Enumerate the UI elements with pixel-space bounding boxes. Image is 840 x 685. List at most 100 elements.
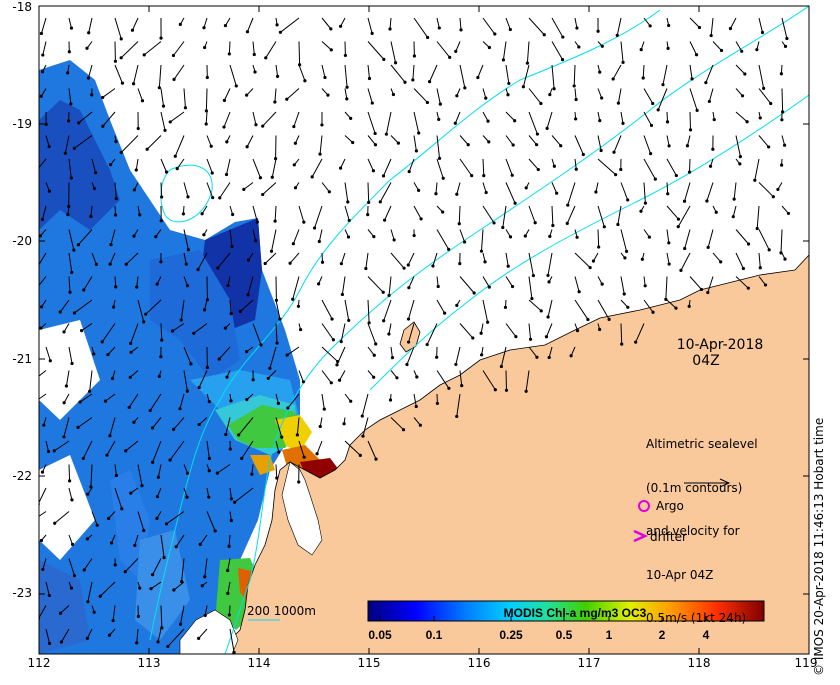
velocity-arrow-head (70, 176, 73, 179)
velocity-arrow-head (768, 248, 771, 251)
velocity-arrow-head (29, 381, 32, 384)
velocity-arrow (681, 253, 690, 270)
velocity-arrow-head (372, 376, 375, 379)
velocity-arrow (690, 18, 699, 28)
velocity-arrow-head (93, 187, 96, 190)
velocity-arrow-head (175, 545, 178, 548)
velocity-arrow-head (426, 343, 429, 346)
velocity-arrow-head (114, 140, 117, 143)
velocity-arrow (322, 347, 338, 362)
velocity-arrow (413, 65, 414, 80)
velocity-arrow-head (230, 497, 233, 500)
velocity-arrow-head (259, 343, 262, 346)
velocity-arrow-head (233, 501, 236, 504)
velocity-arrow (391, 347, 392, 358)
velocity-arrow-head (340, 340, 343, 343)
velocity-arrow (368, 324, 376, 344)
velocity-arrow (736, 65, 745, 74)
velocity-arrow-head (780, 72, 783, 75)
velocity-arrow (272, 230, 276, 252)
velocity-arrow-head (70, 26, 73, 29)
velocity-arrow-head (529, 338, 532, 341)
velocity-arrow-head (437, 118, 440, 121)
velocity-arrow-head (597, 245, 600, 248)
velocity-arrow (759, 253, 760, 268)
velocity-arrow-head (156, 495, 159, 498)
velocity-arrow-head (162, 105, 165, 108)
velocity-arrow (575, 277, 579, 292)
velocity-arrow (280, 18, 299, 32)
velocity-arrow-head (45, 123, 48, 126)
velocity-arrow-head (506, 93, 509, 96)
velocity-arrow-head (96, 524, 99, 527)
velocity-arrow-head (317, 282, 320, 285)
velocity-arrow-head (184, 106, 187, 109)
velocity-arrow (598, 300, 609, 319)
velocity-arrow-head (388, 27, 391, 30)
velocity-arrow-head (165, 522, 168, 525)
velocity-arrow-head (651, 311, 654, 314)
velocity-arrow (503, 42, 506, 60)
velocity-arrow (483, 18, 495, 34)
velocity-arrow-head (264, 262, 267, 265)
velocity-arrow-head (273, 100, 276, 103)
velocity-arrow-head (651, 102, 654, 105)
velocity-arrow (390, 18, 391, 29)
velocity-arrow-head (349, 400, 352, 403)
velocity-arrow (263, 112, 276, 126)
velocity-arrow (548, 300, 552, 317)
velocity-arrow-head (668, 262, 671, 265)
velocity-arrow-head (661, 83, 664, 86)
velocity-arrow-head (733, 198, 736, 201)
velocity-arrow-head (447, 248, 450, 251)
velocity-arrow (457, 183, 460, 195)
velocity-arrow-head (149, 409, 152, 412)
velocity-arrow-head (603, 225, 606, 228)
velocity-arrow-head (303, 79, 306, 82)
velocity-arrow-head (68, 479, 71, 482)
velocity-arrow (437, 42, 450, 58)
velocity-arrow-head (537, 168, 540, 171)
velocity-arrow (69, 465, 70, 481)
velocity-arrow-head (292, 242, 295, 245)
velocity-arrow-head (42, 423, 45, 426)
velocity-arrow-head (626, 198, 629, 201)
velocity-arrow (174, 65, 184, 79)
velocity-arrow (293, 230, 299, 244)
velocity-arrow-head (415, 375, 418, 378)
velocity-arrow (506, 183, 515, 204)
velocity-arrow-head (186, 472, 189, 475)
velocity-arrow-head (745, 120, 748, 123)
velocity-arrow-head (224, 327, 227, 330)
velocity-arrow-head (211, 171, 214, 174)
velocity-arrow-head (246, 145, 249, 148)
velocity-arrow-head (226, 569, 229, 572)
velocity-arrow-head (364, 267, 367, 270)
velocity-arrow-head (203, 308, 206, 311)
velocity-arrow-head (264, 56, 267, 59)
velocity-arrow-head (686, 144, 689, 147)
velocity-arrow-head (129, 351, 132, 354)
velocity-arrow-head (216, 266, 219, 269)
velocity-arrow (138, 89, 142, 101)
velocity-arrow-head (109, 263, 112, 266)
velocity-arrow-head (288, 262, 291, 265)
velocity-arrow (366, 253, 368, 269)
velocity-arrow (275, 89, 276, 102)
velocity-arrow (506, 159, 512, 175)
velocity-arrow-head (120, 507, 123, 510)
velocity-arrow-head (393, 238, 396, 241)
velocity-arrow-head (207, 495, 210, 498)
velocity-arrow-head (501, 226, 504, 229)
velocity-arrow-head (473, 291, 476, 294)
velocity-arrow-head (772, 195, 775, 198)
velocity-arrow-head (47, 450, 50, 453)
velocity-arrow (161, 183, 162, 198)
velocity-arrow-head (705, 199, 708, 202)
velocity-arrow-head (463, 240, 466, 243)
velocity-arrow-head (470, 174, 473, 177)
velocity-arrow-head (329, 27, 332, 30)
velocity-arrow-head (559, 144, 562, 147)
velocity-arrow-head (109, 243, 112, 246)
velocity-arrow-head (439, 103, 442, 106)
